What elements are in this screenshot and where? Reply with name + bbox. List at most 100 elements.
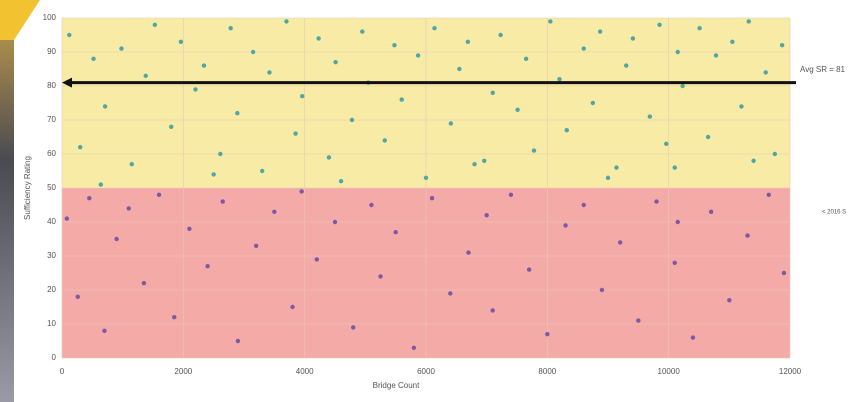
point (429, 196, 435, 201)
point (333, 60, 338, 65)
photo-strip (0, 0, 14, 402)
point (260, 168, 265, 174)
point (253, 243, 259, 248)
point (713, 53, 719, 58)
point (531, 148, 537, 153)
point (630, 36, 636, 41)
point (657, 22, 662, 27)
point (102, 328, 107, 333)
point (590, 100, 596, 106)
point (472, 162, 477, 167)
point (751, 158, 756, 163)
point (126, 206, 131, 211)
point (360, 29, 365, 34)
point (672, 260, 677, 265)
x-tick-label: 4000 (296, 367, 314, 376)
point (772, 151, 778, 157)
point (563, 223, 568, 228)
point (599, 287, 605, 293)
y-tick-label: 80 (47, 81, 56, 90)
point (664, 141, 669, 146)
y-tick-label: 60 (47, 149, 56, 158)
point (457, 66, 462, 72)
point (178, 39, 184, 44)
point (290, 304, 295, 310)
avg-label: Avg SR = 81 (800, 65, 846, 74)
x-tick-label: 2000 (174, 367, 192, 376)
point (201, 63, 207, 68)
y-tick-label: 50 (47, 183, 56, 192)
point (169, 124, 174, 129)
point (141, 281, 147, 286)
x-tick-label: 8000 (538, 367, 556, 376)
point (779, 43, 785, 48)
point (211, 172, 216, 177)
point (581, 46, 586, 51)
avg-arrowhead (62, 77, 72, 88)
point (382, 138, 387, 143)
y-tick-label: 10 (47, 319, 56, 328)
point (205, 264, 210, 269)
point (143, 73, 148, 79)
y-tick-label: 90 (47, 47, 56, 56)
point (746, 19, 751, 24)
point (250, 49, 256, 55)
point (745, 233, 750, 238)
point (581, 202, 586, 208)
point (490, 308, 495, 313)
point (235, 111, 240, 116)
point (647, 114, 653, 119)
point (369, 202, 374, 208)
point (763, 70, 768, 75)
point (432, 26, 437, 31)
point (636, 318, 641, 323)
point (484, 213, 489, 218)
point (739, 104, 744, 109)
point (235, 338, 241, 344)
point (193, 87, 198, 92)
point (423, 175, 429, 180)
y-tick-label: 40 (47, 217, 56, 226)
point (675, 49, 680, 55)
point (557, 77, 562, 82)
point (508, 192, 514, 197)
y-tick-label: 100 (43, 13, 57, 22)
point (523, 56, 529, 61)
point (299, 189, 304, 194)
point (624, 63, 629, 68)
point (515, 107, 520, 113)
y-tick-label: 20 (47, 285, 56, 294)
point (129, 162, 134, 167)
side-note: < 2016 S (822, 210, 846, 216)
point (597, 29, 603, 34)
point (349, 117, 355, 123)
point (605, 175, 611, 180)
point (708, 209, 714, 214)
x-axis-title: Bridge Count (373, 381, 420, 390)
point (338, 179, 344, 184)
point (75, 294, 80, 299)
point (87, 196, 92, 201)
point (617, 240, 623, 245)
point (675, 219, 680, 225)
point (415, 53, 421, 58)
plot-area (61, 17, 796, 359)
y-tick-label: 0 (52, 353, 57, 362)
corner-accent (0, 0, 40, 40)
point (705, 134, 711, 140)
point (727, 298, 732, 303)
point (332, 219, 338, 225)
point (490, 90, 495, 96)
point (300, 94, 305, 99)
point (91, 56, 96, 61)
point (399, 97, 404, 102)
point (498, 32, 503, 38)
point (98, 182, 104, 187)
point (378, 274, 383, 279)
point (548, 19, 553, 24)
point (67, 32, 72, 38)
point (156, 192, 162, 197)
point (102, 104, 108, 109)
point (680, 83, 685, 89)
